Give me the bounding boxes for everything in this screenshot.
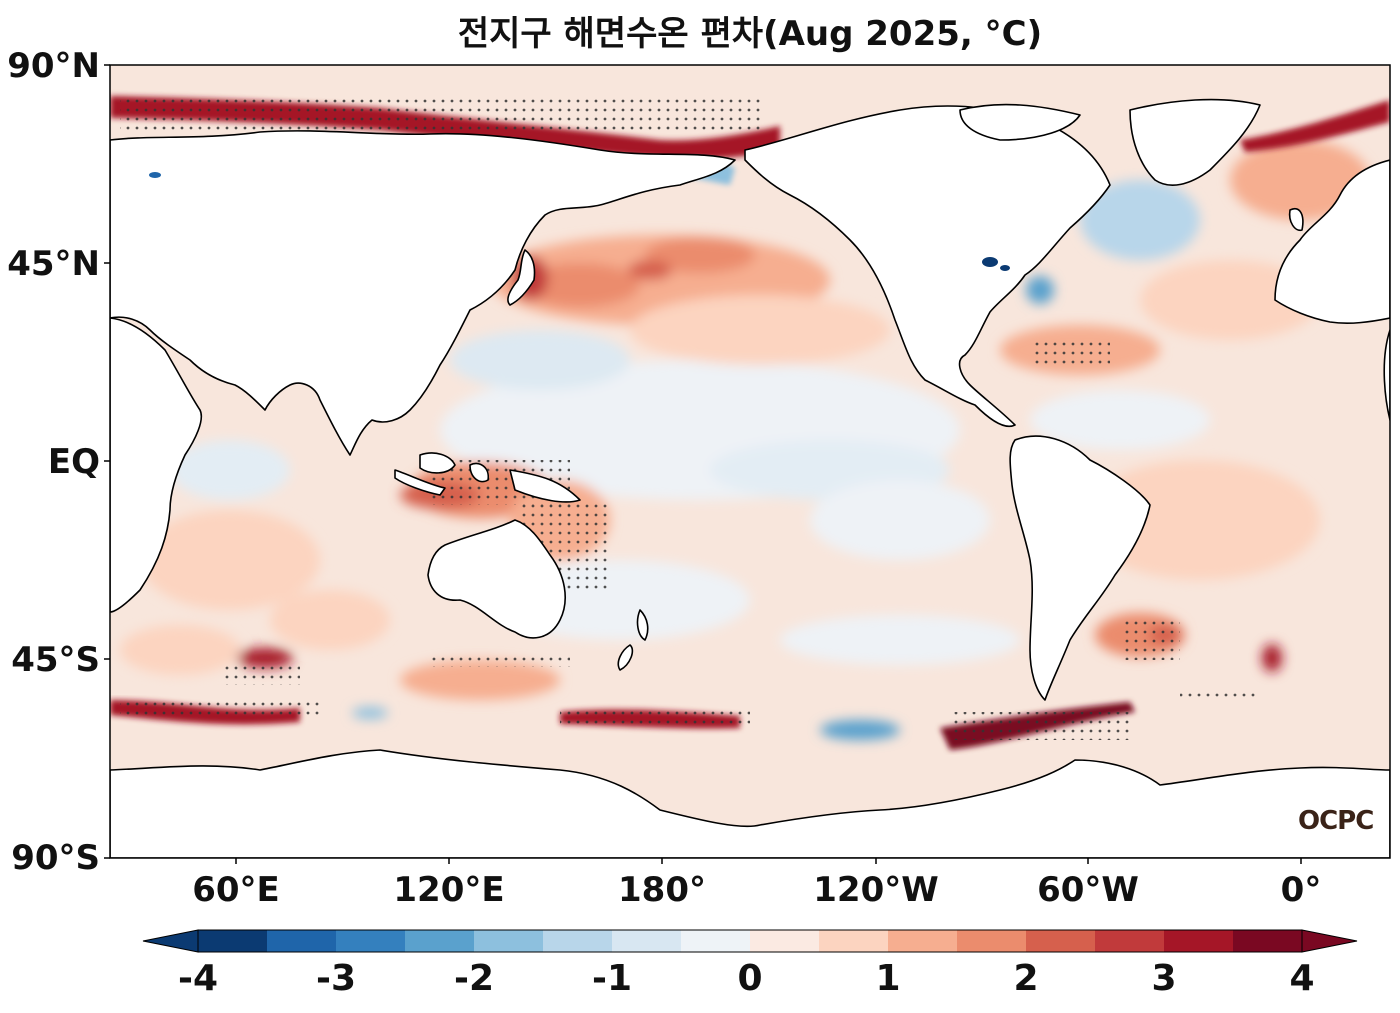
colorbar-bin — [1164, 930, 1234, 952]
colorbar-bin — [267, 930, 337, 952]
lon-label-60e: 60°E — [192, 870, 280, 910]
colorbar-bin — [612, 930, 682, 952]
colorbar-bin — [1233, 930, 1303, 952]
colorbar-bin — [888, 930, 958, 952]
colorbar-label-m4: -4 — [178, 958, 218, 999]
lat-label-45s: 45°S — [11, 640, 100, 680]
antarctica — [110, 749, 1390, 858]
colorbar-label-0: 0 — [737, 958, 763, 999]
colorbar-under-arrow — [142, 929, 199, 953]
colorbar-bin — [405, 930, 475, 952]
lon-label-60w: 60°W — [1037, 870, 1139, 910]
lat-label-90n: 90°N — [7, 46, 100, 86]
colorbar — [142, 929, 1358, 953]
colorbar-over-arrow — [1301, 929, 1358, 953]
land — [110, 98, 1390, 858]
colorbar-label-m1: -1 — [592, 958, 632, 999]
colorbar-label-m3: -3 — [316, 958, 356, 999]
colorbar-bin — [543, 930, 613, 952]
colorbar-bin — [474, 930, 544, 952]
colorbar-bin — [750, 930, 820, 952]
colorbar-bin — [198, 930, 268, 952]
colorbar-bin — [819, 930, 889, 952]
lon-label-120w: 120°W — [813, 870, 939, 910]
ocpc-logo: OCPC — [1298, 806, 1374, 836]
greenland — [1129, 98, 1261, 186]
south-america — [1009, 435, 1151, 701]
europe-africa-east — [1274, 159, 1390, 325]
japan — [507, 249, 536, 306]
colorbar-bin — [681, 930, 751, 952]
colorbar-label-2: 2 — [1013, 958, 1039, 999]
africa — [110, 317, 203, 613]
colorbar-bin — [1095, 930, 1165, 952]
colorbar-label-1: 1 — [875, 958, 901, 999]
lon-label-0: 0° — [1280, 870, 1322, 910]
map-title: 전지구 해면수온 편차(Aug 2025, °C) — [457, 14, 1043, 54]
colorbar-label-m2: -2 — [454, 958, 494, 999]
tick-marks — [104, 64, 1302, 864]
anomaly-fields — [120, 140, 1370, 740]
colorbar-outline — [197, 929, 1303, 953]
lat-label-90s: 90°S — [11, 838, 100, 878]
lat-label-eq: EQ — [47, 442, 100, 482]
colorbar-bin — [336, 930, 406, 952]
lon-label-180: 180° — [618, 870, 706, 910]
lon-label-120e: 120°E — [393, 870, 505, 910]
colorbar-bin — [1026, 930, 1096, 952]
lat-label-45n: 45°N — [7, 244, 100, 284]
colorbar-label-4: 4 — [1289, 958, 1315, 999]
australia — [427, 519, 566, 639]
coastal-cold-spots — [149, 172, 1010, 271]
colorbar-label-3: 3 — [1151, 958, 1177, 999]
colorbar-bin — [957, 930, 1027, 952]
stippling — [120, 95, 1260, 740]
eurasia — [110, 130, 736, 456]
